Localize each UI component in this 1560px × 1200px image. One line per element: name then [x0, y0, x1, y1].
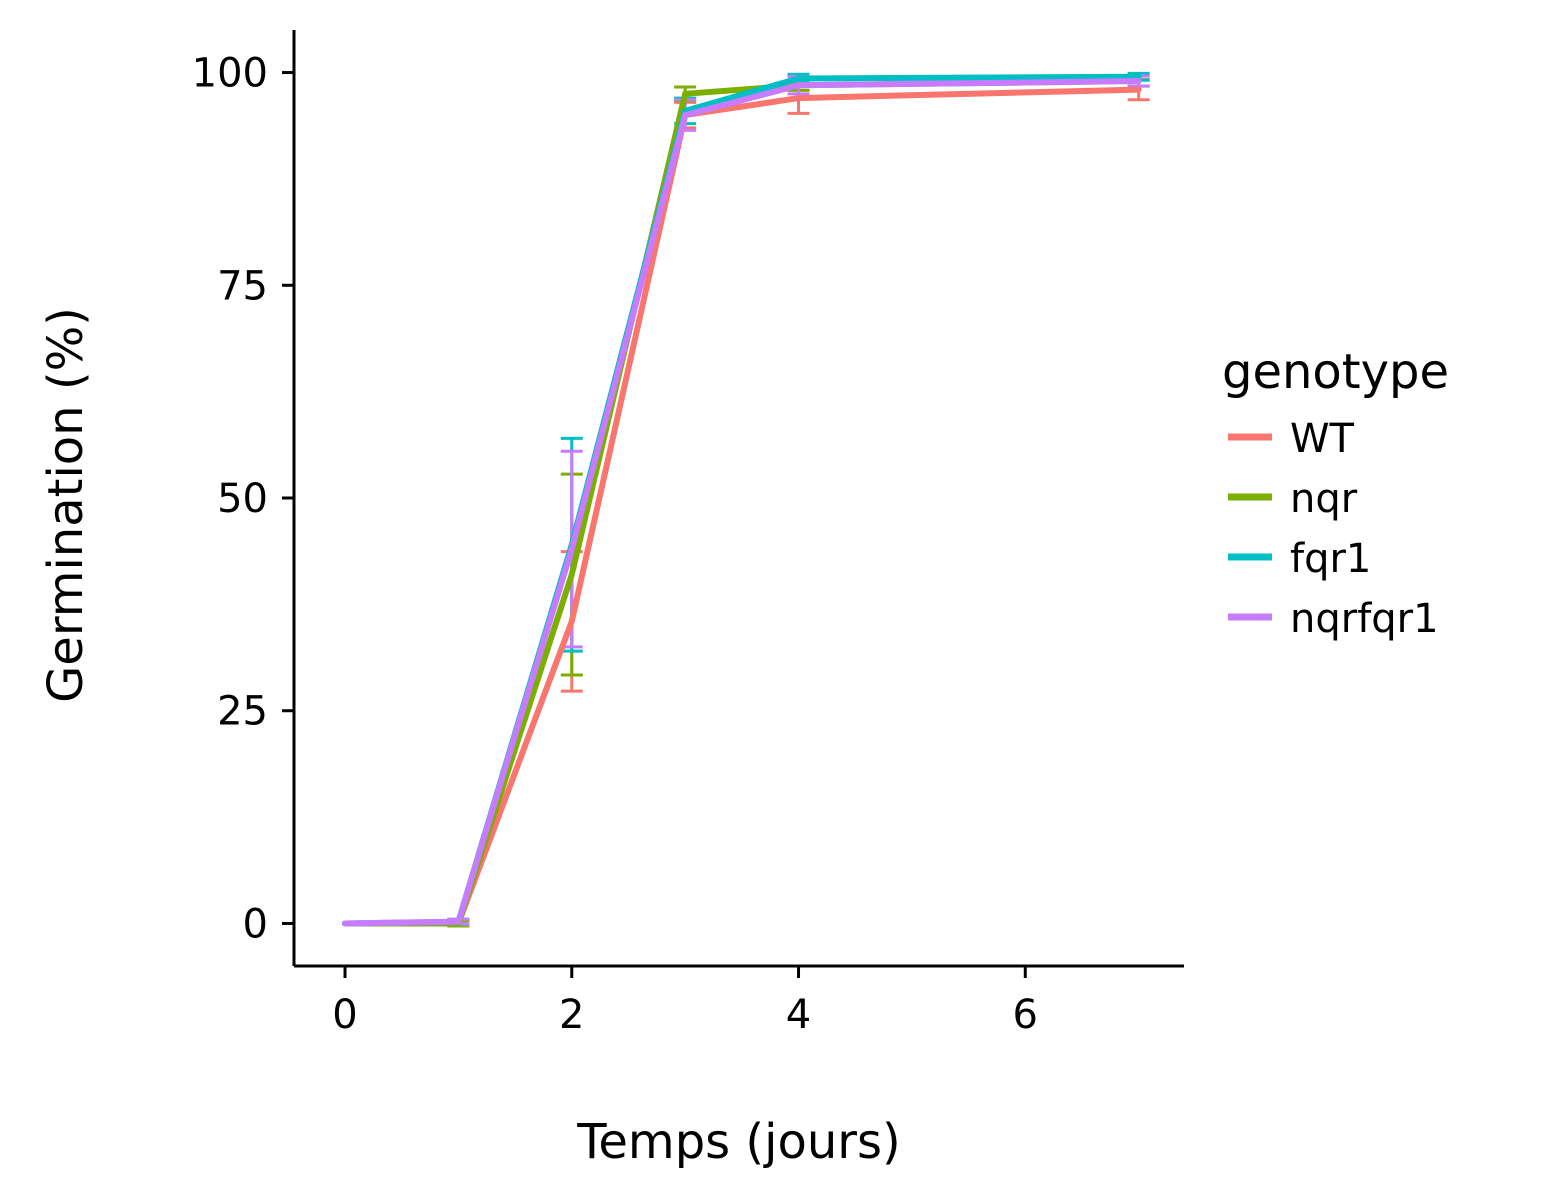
legend-title: genotype [1222, 344, 1449, 400]
y-tick-label: 50 [217, 476, 268, 522]
y-tick-label: 100 [192, 51, 268, 97]
series-line-fqr1 [342, 73, 1142, 927]
series-WT [447, 77, 1150, 928]
y-tick-label: 75 [217, 263, 268, 309]
legend-label-nqrfqr1: nqrfqr1 [1290, 596, 1439, 642]
y-tick-label: 25 [217, 689, 268, 735]
series-nqrfqr1 [447, 74, 1150, 926]
series-line-WT [342, 86, 1142, 927]
legend-label-WT: WT [1290, 416, 1355, 462]
x-tick-label: 6 [1013, 992, 1038, 1038]
y-axis-title: Germination (%) [38, 307, 94, 703]
legend-label-fqr1: fqr1 [1290, 536, 1371, 582]
x-tick-label: 2 [559, 992, 584, 1038]
axes: 0 25 50 75 100 0 2 4 6 [192, 30, 1184, 1038]
legend-label-nqr: nqr [1290, 476, 1358, 522]
series-fqr1 [447, 71, 1150, 926]
plot-layer [342, 71, 1150, 928]
series-nqr [447, 74, 1150, 928]
x-tick-label: 4 [786, 992, 811, 1038]
x-tick-label: 0 [332, 992, 357, 1038]
series-line-nqr [342, 78, 1142, 927]
x-axis-title: Temps (jours) [576, 1114, 901, 1170]
series-line-nqrfqr1 [342, 78, 1142, 927]
y-tick-label: 0 [243, 901, 268, 947]
